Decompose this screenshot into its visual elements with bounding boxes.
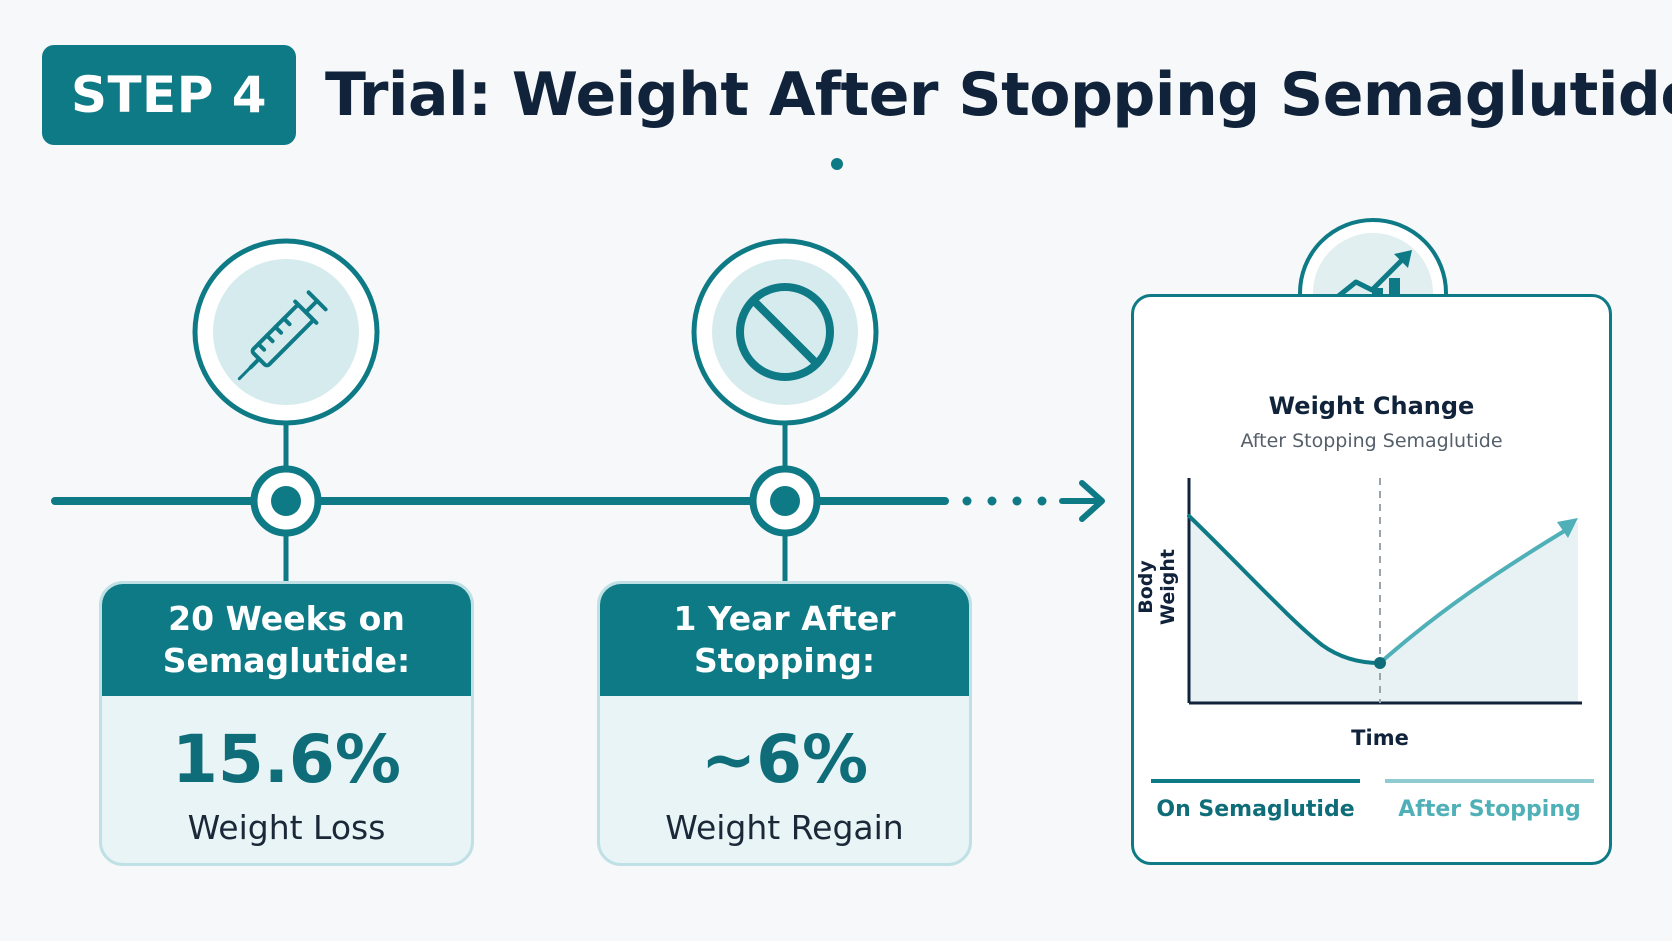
milestone-value: ~6% [700, 721, 869, 798]
step-badge: STEP 4 [42, 45, 296, 145]
milestone-card-1: 20 Weeks on Semaglutide: 15.6% Weight Lo… [99, 581, 474, 866]
x-axis-label: Time [1351, 726, 1409, 750]
y-axis-label: Body Weight [1135, 549, 1179, 625]
milestone-heading: 1 Year After Stopping: [600, 584, 969, 696]
milestone-card-2: 1 Year After Stopping: ~6% Weight Regain [597, 581, 972, 866]
page-title: Trial: Weight After Stopping Semaglutide [325, 60, 1672, 130]
header-divider [42, 158, 1612, 170]
prohibited-icon [736, 283, 834, 381]
step-label: STEP 4 [70, 66, 268, 124]
legend-label-after: After Stopping [1398, 797, 1581, 822]
milestone-value: 15.6% [172, 721, 401, 798]
milestone-1 [192, 238, 380, 585]
milestone-label: Weight Loss [187, 808, 386, 847]
series-line-after-stopping [1378, 528, 1568, 665]
stop-point-marker [1374, 657, 1386, 669]
milestone-label: Weight Regain [665, 808, 904, 847]
trend-arrow-head [1557, 518, 1578, 538]
series-line-on-semaglutide [1187, 514, 1382, 665]
chart-area-fill [1189, 516, 1578, 703]
syringe-icon [237, 290, 328, 381]
milestone-heading: 20 Weeks on Semaglutide: [102, 584, 471, 696]
chart-title: Weight Change [1268, 392, 1475, 420]
chart-subtitle: After Stopping Semaglutide [1240, 430, 1503, 452]
legend-label-on: On Semaglutide [1156, 797, 1355, 822]
milestone-2 [691, 238, 879, 585]
